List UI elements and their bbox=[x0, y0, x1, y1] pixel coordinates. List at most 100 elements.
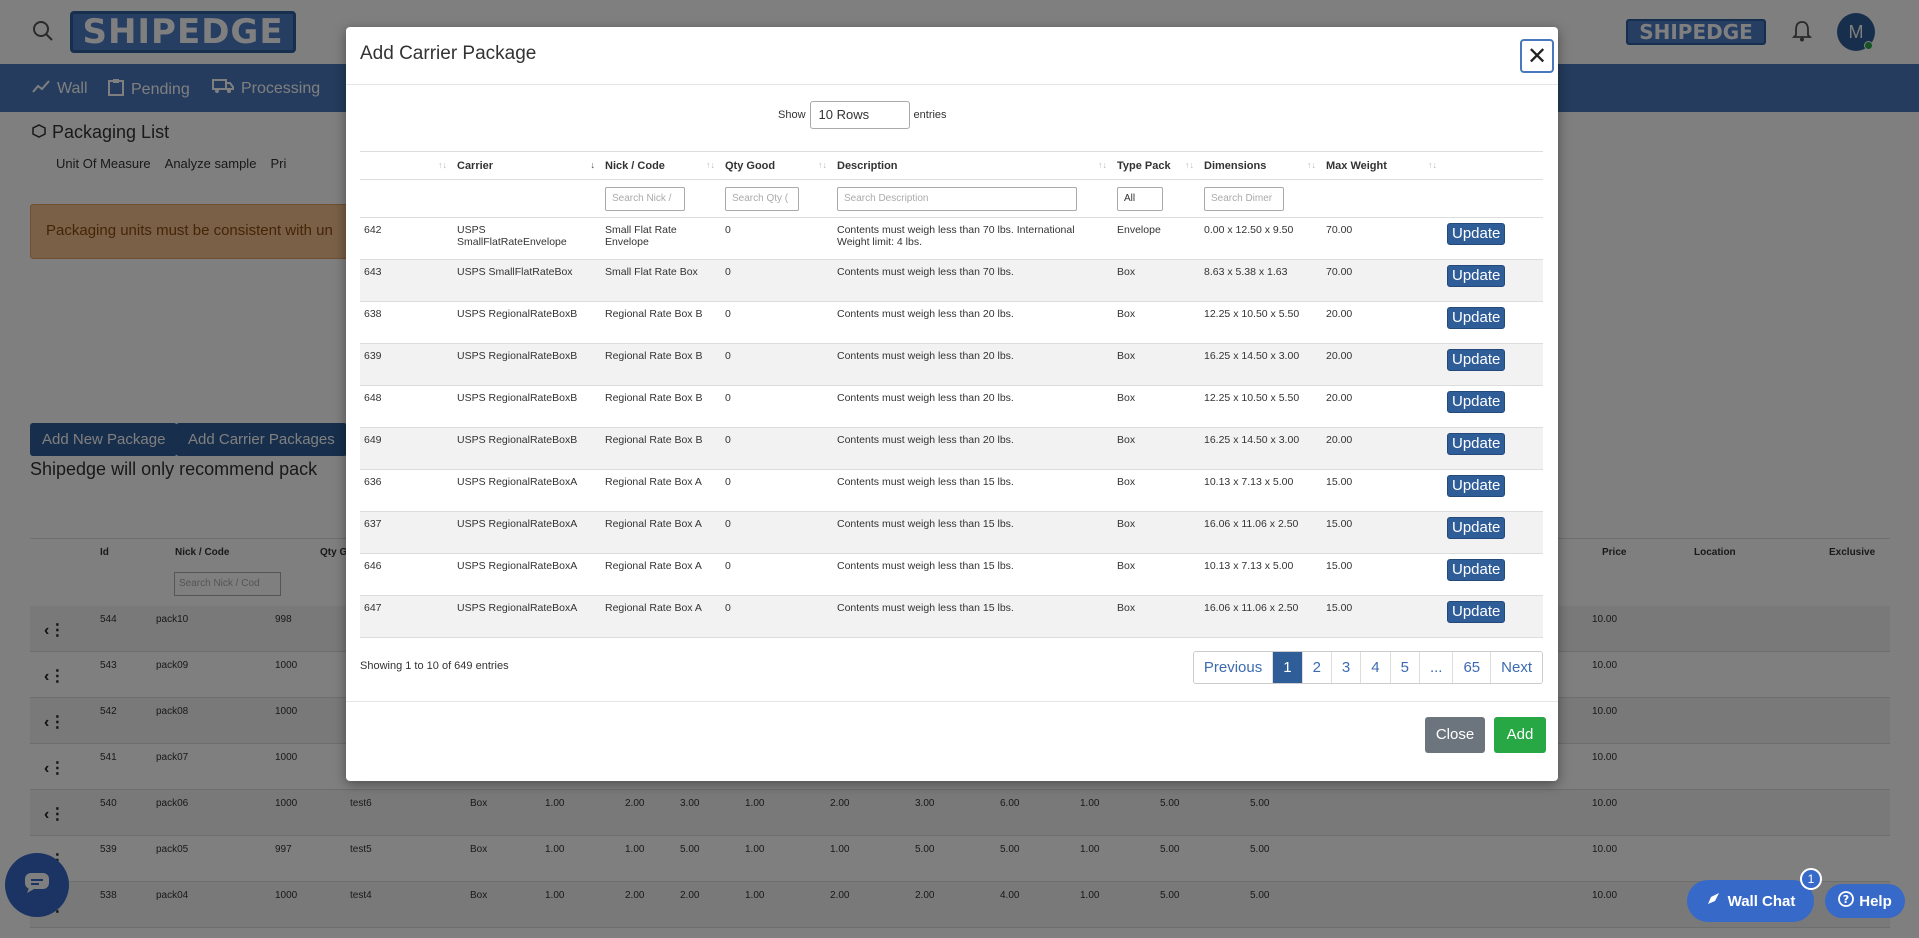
cell-type: Box bbox=[1113, 259, 1200, 302]
page-previous[interactable]: Previous bbox=[1193, 652, 1273, 683]
page-next[interactable]: Next bbox=[1490, 652, 1542, 683]
cell-dims: 10.13 x 7.13 x 5.00 bbox=[1200, 553, 1322, 596]
update-button[interactable]: Update bbox=[1447, 223, 1506, 245]
cell-weight: 70.00 bbox=[1322, 259, 1443, 302]
entries-label: entries bbox=[913, 109, 947, 121]
cell-nick: Regional Rate Box A bbox=[601, 469, 721, 512]
search-qty-input[interactable]: Search Qty ( bbox=[725, 186, 799, 211]
cell-qty: 0 bbox=[721, 385, 833, 428]
cell-action: Update bbox=[1443, 511, 1543, 554]
update-button[interactable]: Update bbox=[1447, 559, 1506, 581]
search-nick-input[interactable]: Search Nick / bbox=[605, 186, 685, 211]
cell-type: Box bbox=[1113, 385, 1200, 428]
svg-text:?: ? bbox=[1843, 893, 1849, 906]
modal-footer: Close Add bbox=[346, 701, 1558, 781]
update-button[interactable]: Update bbox=[1447, 265, 1506, 287]
table-row: 646 USPS RegionalRateBoxA Regional Rate Bo… bbox=[360, 553, 1543, 596]
cell-desc: Contents must weigh less than 15 lbs. bbox=[833, 511, 1113, 554]
update-button[interactable]: Update bbox=[1447, 601, 1506, 623]
cell-dims: 16.06 x 11.06 x 2.50 bbox=[1200, 595, 1322, 638]
col-max-weight[interactable]: Max Weight ↑↓ bbox=[1322, 151, 1443, 180]
cell-weight: 20.00 bbox=[1322, 301, 1443, 344]
page-item[interactable]: 65 bbox=[1452, 652, 1491, 683]
search-description-input[interactable]: Search Description bbox=[837, 186, 1077, 211]
cell-type: Envelope bbox=[1113, 217, 1200, 260]
col-nick-code[interactable]: Nick / Code ↑↓ bbox=[601, 151, 721, 180]
cell-weight: 70.00 bbox=[1322, 217, 1443, 260]
update-button[interactable]: Update bbox=[1447, 307, 1506, 329]
update-button[interactable]: Update bbox=[1447, 349, 1506, 371]
update-button[interactable]: Update bbox=[1447, 517, 1506, 539]
cell-action: Update bbox=[1443, 427, 1543, 470]
page-item[interactable]: 4 bbox=[1360, 652, 1390, 683]
cell-nick: Small Flat Rate Box bbox=[601, 259, 721, 302]
col-carrier[interactable]: Carrier ↓ bbox=[453, 151, 601, 180]
cell-type: Box bbox=[1113, 301, 1200, 344]
cell-action: Update bbox=[1443, 259, 1543, 302]
cell-desc: Contents must weigh less than 20 lbs. bbox=[833, 385, 1113, 428]
add-button[interactable]: Add bbox=[1494, 717, 1546, 753]
wall-chat-button[interactable]: Wall Chat bbox=[1687, 880, 1814, 922]
page-item[interactable]: 1 bbox=[1272, 652, 1302, 683]
update-button[interactable]: Update bbox=[1447, 475, 1506, 497]
cell-id: 643 bbox=[360, 259, 453, 302]
cell-qty: 0 bbox=[721, 427, 833, 470]
cell-carrier: USPS RegionalRateBoxB bbox=[453, 343, 601, 386]
col-id[interactable]: ↑↓ bbox=[360, 151, 453, 180]
table-info: Showing 1 to 10 of 649 entries bbox=[360, 660, 509, 672]
cell-weight: 15.00 bbox=[1322, 469, 1443, 512]
cell-desc: Contents must weigh less than 20 lbs. bbox=[833, 427, 1113, 470]
cell-qty: 0 bbox=[721, 595, 833, 638]
cell-qty: 0 bbox=[721, 511, 833, 554]
col-type-pack[interactable]: Type Pack ↑↓ bbox=[1113, 151, 1200, 180]
update-button[interactable]: Update bbox=[1447, 433, 1506, 455]
col-dimensions[interactable]: Dimensions ↑↓ bbox=[1200, 151, 1322, 180]
cell-action: Update bbox=[1443, 343, 1543, 386]
page-item[interactable]: 5 bbox=[1389, 652, 1419, 683]
rows-per-page: Show 10 Rows entries bbox=[778, 101, 947, 129]
search-dimensions-input[interactable]: Search Dimer bbox=[1204, 186, 1284, 211]
type-pack-select[interactable]: All bbox=[1117, 186, 1163, 211]
cell-action: Update bbox=[1443, 217, 1543, 260]
cell-carrier: USPS RegionalRateBoxA bbox=[453, 553, 601, 596]
carrier-packages-table: ↑↓ Carrier ↓ Nick / Code ↑↓ Qty Good ↑↓ Des… bbox=[360, 151, 1543, 638]
cell-carrier: USPS RegionalRateBoxB bbox=[453, 301, 601, 344]
table-header-row: ↑↓ Carrier ↓ Nick / Code ↑↓ Qty Good ↑↓ Des… bbox=[360, 151, 1543, 180]
add-carrier-package-modal: Add Carrier Package ✕ Show 10 Rows entri… bbox=[346, 27, 1558, 781]
cell-desc: Contents must weigh less than 20 lbs. bbox=[833, 301, 1113, 344]
page-item[interactable]: ... bbox=[1418, 652, 1453, 683]
cell-id: 636 bbox=[360, 469, 453, 512]
cell-desc: Contents must weigh less than 70 lbs. bbox=[833, 259, 1113, 302]
close-button[interactable]: Close bbox=[1425, 717, 1485, 753]
cell-dims: 16.06 x 11.06 x 2.50 bbox=[1200, 511, 1322, 554]
col-qty-good[interactable]: Qty Good ↑↓ bbox=[721, 151, 833, 180]
cell-id: 642 bbox=[360, 217, 453, 260]
cell-dims: 16.25 x 14.50 x 3.00 bbox=[1200, 343, 1322, 386]
rows-select[interactable]: 10 Rows bbox=[809, 101, 910, 129]
update-button[interactable]: Update bbox=[1447, 391, 1506, 413]
cell-nick: Regional Rate Box A bbox=[601, 595, 721, 638]
cell-nick: Regional Rate Box B bbox=[601, 301, 721, 344]
cell-carrier: USPS RegionalRateBoxA bbox=[453, 595, 601, 638]
pagination: Previous 1 2 3 4 5... 65 Next bbox=[1192, 651, 1543, 684]
modal-header: Add Carrier Package ✕ bbox=[346, 27, 1558, 85]
cell-nick: Small Flat Rate Envelope bbox=[601, 217, 721, 260]
question-icon: ? bbox=[1838, 891, 1855, 911]
table-row: 649 USPS RegionalRateBoxB Regional Rate Bo… bbox=[360, 427, 1543, 470]
cell-weight: 15.00 bbox=[1322, 553, 1443, 596]
help-button[interactable]: ? Help bbox=[1825, 884, 1905, 918]
cell-action: Update bbox=[1443, 553, 1543, 596]
cell-qty: 0 bbox=[721, 217, 833, 260]
page-item[interactable]: 3 bbox=[1330, 652, 1361, 683]
table-row: 647 USPS RegionalRateBoxA Regional Rate Bo… bbox=[360, 595, 1543, 638]
cell-dims: 0.00 x 12.50 x 9.50 bbox=[1200, 217, 1322, 260]
cell-action: Update bbox=[1443, 301, 1543, 344]
cell-type: Box bbox=[1113, 595, 1200, 638]
close-icon[interactable]: ✕ bbox=[1520, 39, 1554, 73]
cell-id: 638 bbox=[360, 301, 453, 344]
cell-carrier: USPS RegionalRateBoxA bbox=[453, 469, 601, 512]
col-description[interactable]: Description ↑↓ bbox=[833, 151, 1113, 180]
rocket-icon bbox=[1706, 892, 1720, 910]
page-item[interactable]: 2 bbox=[1301, 652, 1331, 683]
table-row: 638 USPS RegionalRateBoxB Regional Rate Bo… bbox=[360, 301, 1543, 344]
